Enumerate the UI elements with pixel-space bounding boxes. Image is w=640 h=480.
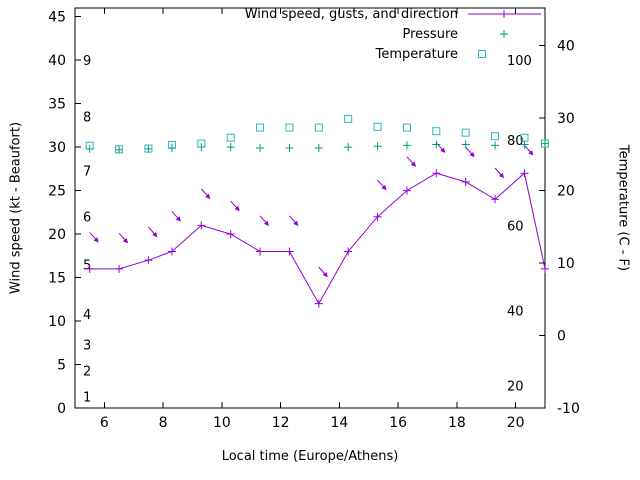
y-axis-title-left: Wind speed (kt - Beaufort) [8, 121, 24, 295]
legend-temperature-label: Temperature [375, 47, 458, 62]
legend-wind-label: Wind speed, gusts, and direction [244, 7, 458, 22]
legend-pressure-label: Pressure [402, 27, 458, 42]
svg-text:35: 35 [48, 97, 66, 113]
svg-text:20: 20 [557, 184, 575, 200]
svg-text:4: 4 [83, 308, 91, 323]
svg-text:0: 0 [57, 401, 66, 417]
svg-text:25: 25 [48, 184, 66, 200]
svg-text:100: 100 [507, 54, 532, 69]
svg-text:10: 10 [557, 256, 575, 272]
svg-text:2: 2 [83, 365, 91, 380]
svg-text:-10: -10 [557, 401, 580, 417]
svg-text:30: 30 [557, 111, 575, 127]
svg-text:9: 9 [83, 54, 91, 69]
svg-text:20: 20 [48, 227, 66, 243]
svg-text:14: 14 [330, 415, 348, 431]
svg-text:40: 40 [507, 305, 524, 320]
svg-text:7: 7 [83, 165, 91, 180]
svg-text:1: 1 [83, 391, 91, 406]
svg-text:6: 6 [83, 211, 91, 226]
svg-text:10: 10 [48, 314, 66, 330]
svg-text:80: 80 [507, 134, 524, 149]
x-axis-title: Local time (Europe/Athens) [221, 449, 399, 464]
svg-text:60: 60 [507, 219, 524, 234]
svg-text:20: 20 [507, 379, 524, 394]
svg-text:10: 10 [213, 415, 231, 431]
svg-text:12: 12 [272, 415, 290, 431]
svg-text:5: 5 [57, 358, 66, 374]
svg-text:8: 8 [159, 415, 168, 431]
svg-text:15: 15 [48, 271, 66, 287]
svg-text:5: 5 [83, 259, 91, 274]
svg-text:30: 30 [48, 140, 66, 156]
y-axis-title-right: Temperature (C - F) [615, 144, 631, 272]
svg-text:6: 6 [100, 415, 109, 431]
svg-text:20: 20 [507, 415, 525, 431]
svg-text:16: 16 [389, 415, 407, 431]
svg-text:18: 18 [448, 415, 466, 431]
svg-text:40: 40 [557, 39, 575, 55]
svg-text:0: 0 [557, 329, 566, 345]
svg-text:45: 45 [48, 10, 66, 26]
svg-text:3: 3 [83, 339, 91, 354]
svg-text:40: 40 [48, 53, 66, 69]
svg-text:8: 8 [83, 111, 91, 126]
